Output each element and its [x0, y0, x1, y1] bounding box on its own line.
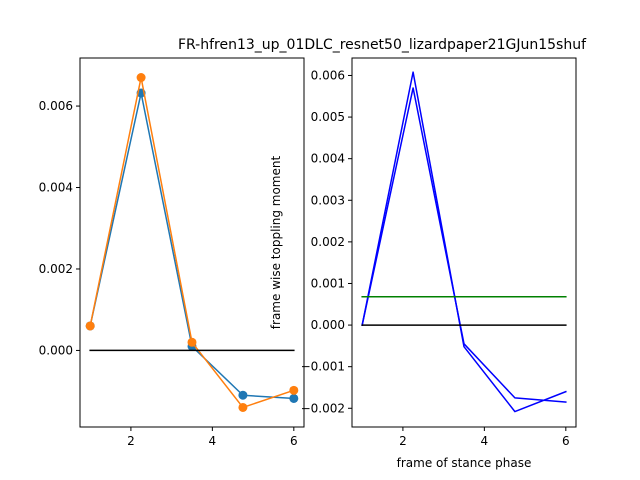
y-tick-label: 0.006 — [311, 68, 345, 82]
axes-frame — [79, 57, 305, 428]
x-tick-label: 2 — [399, 434, 407, 448]
data-point — [238, 390, 248, 400]
data-point — [85, 321, 95, 331]
data-point — [136, 73, 146, 83]
axes-1: 2 4 6 0.000 0.002 0.004 0.006 — [39, 57, 305, 448]
y-tick-label: 0.005 — [311, 110, 345, 124]
y-tick-label: 0.002 — [311, 235, 345, 249]
y-tick-label: 0.006 — [39, 99, 73, 113]
x-tick-label: 6 — [562, 434, 570, 448]
y-tick-label: 0.000 — [311, 318, 345, 332]
figure-title: FR-hfren13_up_01DLC_resnet50_lizardpaper… — [178, 37, 587, 53]
data-point — [289, 385, 299, 395]
y-tick-label: 0.004 — [39, 181, 73, 195]
y-tick-label: 0.002 — [39, 262, 73, 276]
series-line-2 — [361, 71, 567, 413]
x-tick-label: 6 — [290, 434, 298, 448]
x-tick-label: 4 — [209, 434, 217, 448]
data-point — [238, 402, 248, 412]
y-tick-label: −0.001 — [301, 360, 345, 374]
data-point — [187, 337, 197, 347]
x-tick-label: 2 — [127, 434, 135, 448]
y-axis-label: frame wise toppling moment — [269, 156, 283, 330]
y-tick-label: −0.002 — [301, 401, 345, 415]
data-point — [289, 393, 299, 403]
x-axis-label: frame of stance phase — [397, 456, 532, 470]
plots: 2 4 6 0.000 0.002 0.004 0.006 2 4 6 −0.002 −0.001 0.… — [39, 57, 577, 470]
axes-frame — [351, 57, 577, 428]
axes-2: 2 4 6 −0.002 −0.001 0.000 0.001 0.002 0.003 0.004… — [269, 57, 577, 470]
y-tick-label: 0.004 — [311, 152, 345, 166]
x-tick-label: 4 — [481, 434, 489, 448]
y-tick-label: 0.000 — [39, 343, 73, 357]
y-tick-label: 0.003 — [311, 193, 345, 207]
y-tick-label: 0.001 — [311, 276, 345, 290]
